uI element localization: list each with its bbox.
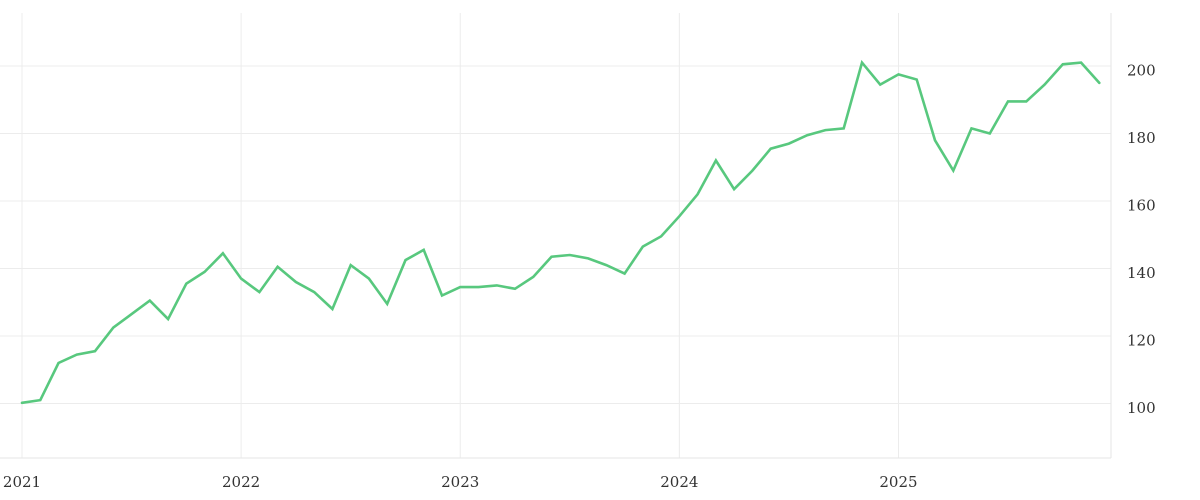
x-axis-tick-labels: 2021 2022 2023 2024 2025 [3,473,918,491]
y-axis-tick-label: 140 [1127,264,1156,282]
x-axis-tick-label: 2021 [3,473,41,491]
price-line-series[interactable] [20,59,1101,405]
x-axis-tick-label: 2024 [660,473,698,491]
y-axis-tick-labels: 200 180 160 140 120 100 [1127,62,1156,418]
y-axis-tick-label: 120 [1127,332,1156,350]
y-axis-tick-label: 100 [1127,399,1156,417]
y-axis-tick-label: 200 [1127,62,1156,80]
x-axis-tick-label: 2023 [441,473,479,491]
x-axis-tick-label: 2022 [222,473,260,491]
y-axis-tick-label: 180 [1127,129,1156,147]
x-axis-tick-label: 2025 [879,473,917,491]
price-line[interactable] [20,59,1101,405]
vertical-gridlines [21,13,899,458]
plot-borders [0,13,1112,459]
y-axis-tick-label: 160 [1127,197,1156,215]
horizontal-gridlines [0,65,1111,404]
